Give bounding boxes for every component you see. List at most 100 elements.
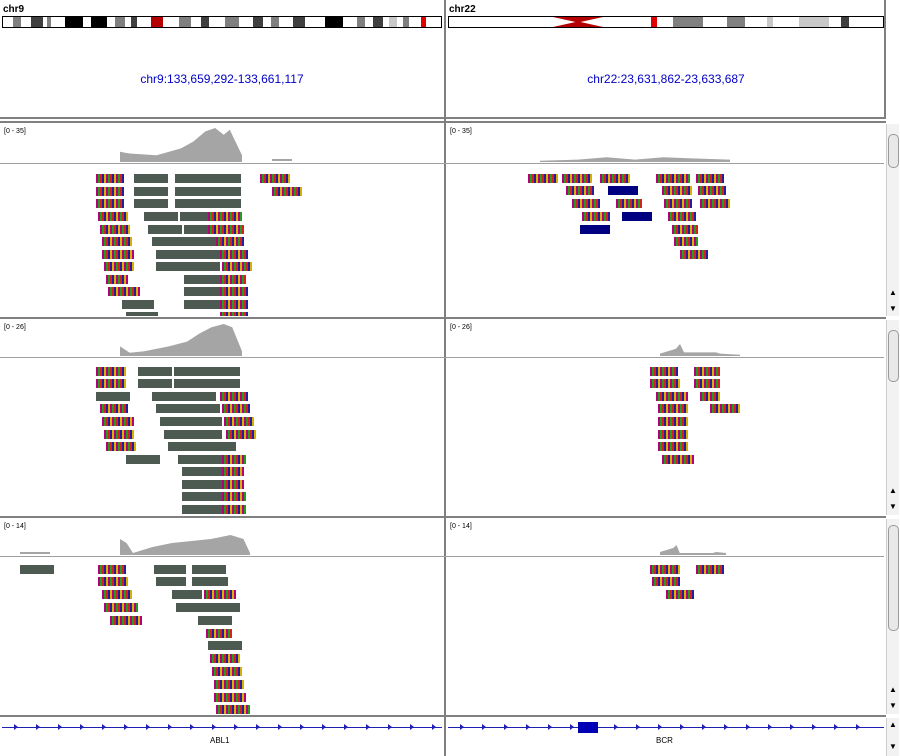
read[interactable] xyxy=(182,492,222,501)
read[interactable] xyxy=(98,212,128,221)
scroll-up-arrow-icon[interactable]: ▲ xyxy=(889,720,897,729)
read[interactable] xyxy=(106,275,128,284)
read[interactable] xyxy=(182,505,222,514)
scroll-thumb[interactable] xyxy=(888,525,899,631)
read[interactable] xyxy=(572,199,600,208)
read[interactable] xyxy=(152,392,216,401)
scroll-down-arrow-icon[interactable]: ▼ xyxy=(889,502,897,511)
read[interactable] xyxy=(184,287,220,296)
read[interactable] xyxy=(220,287,248,296)
read[interactable] xyxy=(222,404,250,413)
read[interactable] xyxy=(656,174,690,183)
read[interactable] xyxy=(96,392,130,401)
read[interactable] xyxy=(680,250,708,259)
read[interactable] xyxy=(616,199,642,208)
read[interactable] xyxy=(104,262,134,271)
read[interactable] xyxy=(172,590,202,599)
coverage-histogram-right[interactable] xyxy=(660,344,740,356)
read[interactable] xyxy=(650,565,680,574)
read[interactable] xyxy=(662,455,694,464)
alignment-track-2[interactable]: [0 - 26] [0 - 26] ▲ ▼ xyxy=(0,320,899,515)
read[interactable] xyxy=(176,603,210,612)
read[interactable] xyxy=(220,275,246,284)
read[interactable] xyxy=(156,262,220,271)
read[interactable] xyxy=(104,430,134,439)
coverage-histogram-small[interactable] xyxy=(272,159,292,161)
read[interactable] xyxy=(175,174,241,183)
read[interactable] xyxy=(226,430,256,439)
coverage-histogram[interactable] xyxy=(120,535,250,555)
read[interactable] xyxy=(668,212,696,221)
read[interactable] xyxy=(220,312,248,316)
coverage-histogram-right[interactable] xyxy=(660,545,726,555)
read[interactable] xyxy=(260,174,290,183)
read[interactable] xyxy=(182,480,222,489)
read[interactable] xyxy=(216,237,244,246)
read[interactable] xyxy=(208,641,242,650)
column-divider[interactable] xyxy=(444,0,446,756)
read[interactable] xyxy=(658,404,688,413)
read[interactable] xyxy=(164,430,222,439)
read[interactable] xyxy=(672,225,698,234)
read[interactable] xyxy=(192,565,226,574)
read[interactable] xyxy=(175,187,241,196)
read[interactable] xyxy=(134,187,168,196)
read[interactable] xyxy=(160,417,222,426)
read[interactable] xyxy=(154,565,186,574)
read[interactable] xyxy=(102,590,132,599)
scroll-up-arrow-icon[interactable]: ▲ xyxy=(889,486,897,495)
read[interactable] xyxy=(100,225,130,234)
read[interactable] xyxy=(698,186,726,195)
read[interactable] xyxy=(580,225,610,234)
scroll-down-arrow-icon[interactable]: ▼ xyxy=(889,304,897,313)
gene-track-scrollbar[interactable]: ▲ ▼ xyxy=(886,718,899,756)
read[interactable] xyxy=(216,705,250,714)
read[interactable] xyxy=(102,237,132,246)
read[interactable] xyxy=(110,616,142,625)
read[interactable] xyxy=(220,392,248,401)
read[interactable] xyxy=(622,212,652,221)
read[interactable] xyxy=(126,455,160,464)
abl1-gene-line[interactable] xyxy=(2,724,442,730)
read[interactable] xyxy=(178,455,222,464)
scroll-up-arrow-icon[interactable]: ▲ xyxy=(889,685,897,694)
read[interactable] xyxy=(138,379,172,388)
read[interactable] xyxy=(222,467,244,476)
read[interactable] xyxy=(224,417,254,426)
abl1-gene-label[interactable]: ABL1 xyxy=(210,736,230,745)
read[interactable] xyxy=(700,199,730,208)
read[interactable] xyxy=(184,225,210,234)
read[interactable] xyxy=(222,455,246,464)
track-2-scrollbar[interactable]: ▲ ▼ xyxy=(886,320,899,515)
chr22-ideogram[interactable] xyxy=(448,16,884,28)
read[interactable] xyxy=(175,199,241,208)
read[interactable] xyxy=(174,367,240,376)
read[interactable] xyxy=(214,693,246,702)
read[interactable] xyxy=(658,417,688,426)
read[interactable] xyxy=(222,262,252,271)
coverage-histogram[interactable] xyxy=(120,324,242,356)
read[interactable] xyxy=(102,250,134,259)
read[interactable] xyxy=(156,577,186,586)
read[interactable] xyxy=(650,379,680,388)
scroll-down-arrow-icon[interactable]: ▼ xyxy=(889,742,897,751)
read[interactable] xyxy=(144,212,178,221)
read[interactable] xyxy=(582,212,610,221)
read[interactable] xyxy=(656,392,688,401)
read[interactable] xyxy=(96,174,124,183)
read[interactable] xyxy=(202,442,236,451)
read[interactable] xyxy=(156,250,220,259)
read[interactable] xyxy=(180,212,210,221)
scroll-thumb[interactable] xyxy=(888,134,899,168)
read[interactable] xyxy=(650,367,678,376)
read[interactable] xyxy=(608,186,638,195)
read[interactable] xyxy=(138,367,172,376)
coverage-histogram[interactable] xyxy=(120,128,242,162)
read[interactable] xyxy=(652,577,680,586)
read[interactable] xyxy=(198,616,232,625)
bcr-gene-label[interactable]: BCR xyxy=(656,736,673,745)
track-1-scrollbar[interactable]: ▲ ▼ xyxy=(886,124,899,316)
read[interactable] xyxy=(206,629,232,638)
read[interactable] xyxy=(566,186,594,195)
read[interactable] xyxy=(212,667,242,676)
